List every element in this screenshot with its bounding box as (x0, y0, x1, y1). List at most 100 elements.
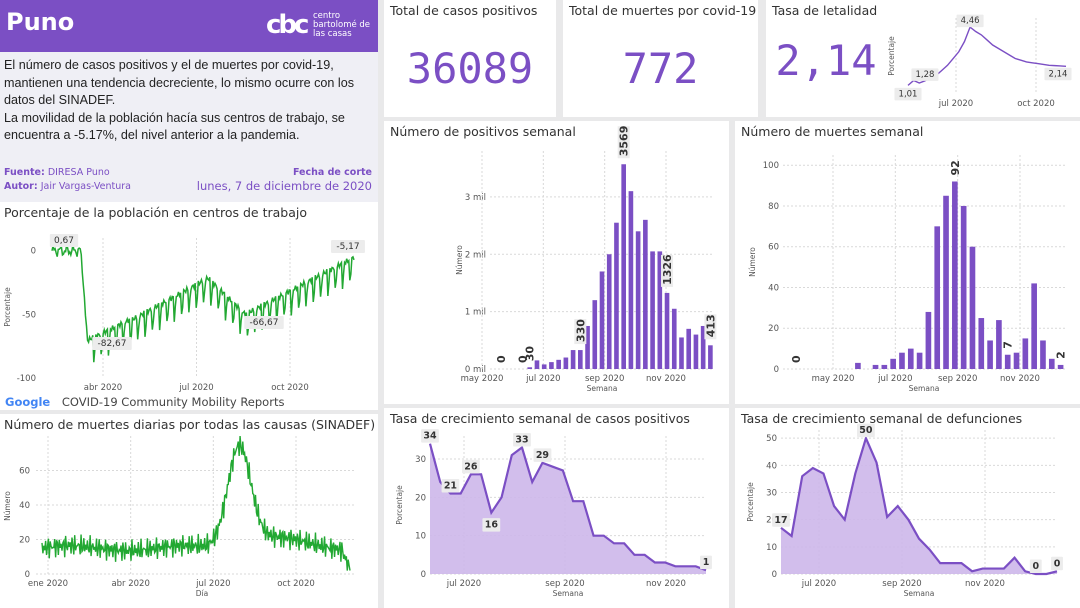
y-tick-label: 20 (768, 324, 779, 334)
y-tick-label: 10 (415, 532, 426, 542)
y-tick-label: 60 (768, 243, 779, 253)
data-label: 3569 (618, 126, 631, 157)
bar (643, 219, 648, 369)
data-label-bg (244, 316, 284, 329)
kpi-label-positivos: Total de casos positivos (390, 3, 538, 18)
series-line (41, 435, 351, 571)
muertes-panel: Número de muertes semanal 0 20 40 60 80 100 ma… (735, 121, 1080, 404)
x-tick-label: sep 2020 (938, 374, 977, 384)
data-label: -66,67 (249, 318, 278, 328)
sinadef-title: Número de muertes diarias por todas las … (4, 417, 376, 432)
data-label-group: 330 (574, 319, 587, 345)
data-label: 34 (423, 431, 437, 442)
bar (960, 205, 967, 369)
data-label: -82,67 (97, 339, 126, 349)
logo-mark: cbc (266, 10, 309, 40)
data-label: 0 (495, 355, 508, 363)
kpi-card-positivos: Total de casos positivos 36089 (384, 0, 556, 117)
date-label: Fecha de corte (292, 167, 372, 178)
y-tick-label: 20 (415, 493, 426, 503)
x-tick-label: nov 2020 (1000, 374, 1040, 384)
google-logo: Google (5, 395, 51, 409)
data-label-group: 0 (495, 355, 508, 363)
source-line: Fuente: DIRESA Puno (4, 167, 110, 178)
x-tick-label: sep 2020 (882, 579, 921, 589)
y-axis-label: Porcentaje (746, 482, 755, 522)
bar (1048, 358, 1055, 369)
bar (1031, 283, 1037, 369)
y-tick-label: 0 (774, 365, 779, 375)
data-label: 2 (1055, 351, 1068, 359)
data-label-bg (461, 459, 480, 474)
y-axis-label: Número (748, 247, 757, 277)
bar (890, 358, 896, 369)
y-tick-label: 30 (415, 455, 426, 465)
data-label-bg (700, 555, 712, 570)
bar (934, 226, 941, 369)
x-tick-label: abr 2020 (84, 383, 122, 393)
positivos-panel: Número de positivos semanal 0 mil 1 mil 2 … (384, 121, 729, 404)
data-label: 30 (524, 346, 537, 362)
data-label-group: 1326 (661, 254, 674, 287)
data-label-bg (772, 513, 790, 527)
x-tick-label: may 2020 (812, 374, 855, 384)
y-tick-label: 10 (766, 543, 777, 553)
y-tick-label: 2 mil (465, 250, 486, 260)
data-label-group: 7 (1002, 341, 1015, 349)
data-label-bg (331, 240, 365, 253)
data-label-group: 30 (524, 346, 537, 362)
x-axis-label: Semana (587, 384, 618, 393)
x-tick-label: jul 2020 (195, 579, 230, 589)
kpi-label-muertes: Total de muertes por covid-19 (569, 3, 757, 18)
bar (708, 345, 713, 369)
data-label-bg (911, 68, 939, 81)
bar (592, 300, 598, 369)
data-label-bg (956, 14, 984, 28)
x-axis-label: Semana (904, 589, 935, 598)
kpi-card-muertes: Total de muertes por covid-19 772 (563, 0, 758, 117)
bar (899, 352, 905, 369)
bar (872, 364, 879, 369)
data-label: 1,01 (899, 89, 918, 99)
tasa-def-panel: Tasa de crecimiento semanal de defuncion… (735, 408, 1080, 608)
x-tick-label: abr 2020 (111, 579, 149, 589)
data-label: 29 (536, 450, 549, 461)
bar (635, 231, 641, 369)
tasa-casos-panel: Tasa de crecimiento semanal de casos pos… (384, 408, 729, 608)
x-tick-label: ene 2020 (28, 579, 68, 589)
y-tick-label: 40 (768, 283, 779, 293)
data-label: 4,46 (961, 16, 980, 26)
bar (549, 362, 554, 369)
x-axis-label: Semana (553, 589, 584, 598)
x-tick-label: nov 2020 (646, 579, 686, 589)
data-label-group: 3569 (617, 126, 631, 159)
data-label: 21 (444, 481, 457, 492)
x-tick-label: jul 2020 (525, 374, 560, 384)
y-tick-label: 20 (19, 536, 30, 546)
y-tick-label: 0 (31, 247, 36, 257)
data-label: 0 (1032, 561, 1039, 572)
bar (599, 271, 605, 369)
data-label: 26 (464, 461, 478, 472)
source-value: DIRESA Puno (47, 167, 110, 178)
bar (679, 337, 684, 369)
x-tick-label: jul 2020 (178, 383, 213, 393)
kpi-label-letalidad: Tasa de letalidad (772, 3, 878, 18)
data-label: 1,28 (915, 70, 934, 80)
series-line (428, 443, 707, 572)
x-tick-label: nov 2020 (646, 374, 686, 384)
header-bar: Puno cbc centro bartolomé de las casas (0, 0, 378, 52)
x-tick-label: oct 2020 (1017, 99, 1055, 109)
y-axis-label: Porcentaje (395, 485, 404, 525)
data-label: 50 (859, 425, 873, 436)
bar (925, 311, 932, 369)
data-label-group: 0 (517, 355, 530, 363)
x-tick-label: sep 2020 (585, 374, 624, 384)
data-label: 0 (517, 355, 530, 363)
data-label-bg (857, 423, 875, 438)
author-label: Autor: (4, 181, 38, 192)
data-label-bg (513, 433, 531, 447)
y-axis-label: Porcentaje (3, 287, 12, 327)
muertes-title: Número de muertes semanal (741, 124, 924, 139)
tasa-def-title: Tasa de crecimiento semanal de defuncion… (741, 411, 1023, 426)
